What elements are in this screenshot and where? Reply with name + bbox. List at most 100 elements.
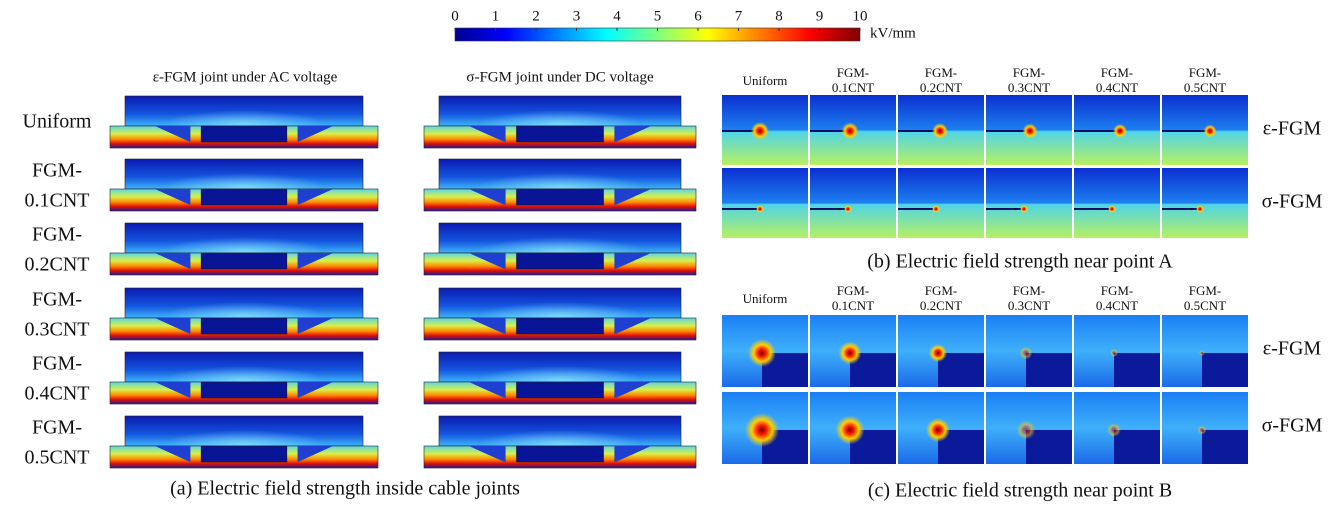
conductor — [201, 253, 287, 269]
hot-spot — [1108, 205, 1116, 213]
hot-spot — [844, 205, 852, 213]
hot-spot — [1198, 426, 1207, 435]
colorbar-tick-label: 3 — [573, 8, 581, 24]
conductor — [201, 382, 287, 398]
hot-spot — [1023, 124, 1038, 139]
column-header: FGM- — [1189, 283, 1222, 298]
column-header: 0.5CNT — [1184, 298, 1226, 313]
hot-spot — [745, 413, 779, 447]
figure: 0 1 2 3 4 5 6 7 8 9 10kV/mm ε-FGM joint under AC vo… — [0, 0, 1330, 507]
column-header: 0.2CNT — [920, 80, 962, 95]
column-header: 0.2CNT — [920, 298, 962, 313]
field-tile — [722, 168, 808, 238]
conductor — [201, 446, 287, 462]
conductor-edge — [1202, 353, 1248, 387]
conductor — [516, 126, 603, 142]
column-header: 0.3CNT — [1008, 80, 1050, 95]
colorbar-unit: kV/mm — [870, 25, 916, 41]
column-title: ε-FGM joint under AC voltage — [153, 69, 338, 85]
column-header: FGM- — [1101, 65, 1134, 80]
hot-spot — [926, 418, 950, 442]
column-header: FGM- — [925, 283, 958, 298]
hot-spot — [932, 205, 940, 213]
colorbar-tick-label: 2 — [532, 8, 540, 24]
colorbar-tick-label: 8 — [775, 8, 783, 24]
caption: (a) Electric field strength inside cable… — [170, 478, 520, 500]
row-label: σ-FGM — [1262, 415, 1323, 437]
column-header: 0.1CNT — [832, 298, 874, 313]
row-label: FGM- — [32, 160, 82, 182]
conductor-edge — [1114, 353, 1160, 387]
row-label: Uniform — [23, 111, 92, 133]
hot-spot — [929, 344, 947, 362]
column-header: FGM- — [925, 65, 958, 80]
field-tile — [810, 168, 896, 238]
row-label: 0.1CNT — [25, 190, 90, 212]
hot-spot — [1107, 423, 1121, 437]
hot-spot — [839, 342, 862, 365]
column-header: FGM- — [837, 283, 870, 298]
hot-spot — [1204, 125, 1217, 138]
column-title: σ-FGM joint under DC voltage — [466, 69, 654, 85]
row-label: 0.2CNT — [25, 254, 90, 276]
caption: (c) Electric field strength near point B — [868, 480, 1172, 502]
hot-spot — [751, 122, 769, 140]
conductor — [516, 382, 603, 398]
field-tile — [898, 168, 984, 238]
caption: (b) Electric field strength near point A — [867, 251, 1173, 273]
column-header: Uniform — [743, 291, 788, 306]
colorbar-tick-label: 5 — [654, 8, 662, 24]
row-label: σ-FGM — [1262, 191, 1323, 213]
hot-spot — [748, 339, 776, 367]
conductor — [516, 318, 603, 334]
column-header: 0.4CNT — [1096, 80, 1138, 95]
row-label: FGM- — [32, 353, 82, 375]
row-label: 0.4CNT — [25, 383, 90, 405]
column-header: FGM- — [1101, 283, 1134, 298]
row-label: ε-FGM — [1263, 118, 1322, 140]
conductor — [516, 189, 603, 205]
column-header: FGM- — [1189, 65, 1222, 80]
row-label: ε-FGM — [1263, 338, 1322, 360]
colorbar-tick-label: 6 — [694, 8, 702, 24]
hot-spot — [1196, 205, 1204, 213]
row-label: FGM- — [32, 417, 82, 439]
column-header: Uniform — [743, 73, 788, 88]
conductor — [516, 253, 603, 269]
colorbar-tick-label: 7 — [735, 8, 743, 24]
hot-spot — [842, 123, 859, 140]
row-label: 0.5CNT — [25, 447, 90, 469]
conductor-edge — [1026, 353, 1072, 387]
hot-spot — [1110, 349, 1118, 357]
row-label: FGM- — [32, 224, 82, 246]
hot-spot — [1017, 421, 1036, 440]
row-label: 0.3CNT — [25, 319, 90, 341]
column-header: FGM- — [1013, 283, 1046, 298]
column-header: 0.4CNT — [1096, 298, 1138, 313]
row-label: FGM- — [32, 289, 82, 311]
column-header: 0.5CNT — [1184, 80, 1226, 95]
hot-spot — [1020, 205, 1028, 213]
conductor — [201, 126, 287, 142]
hot-spot — [1113, 124, 1127, 138]
field-tile — [986, 168, 1072, 238]
colorbar-tick-label: 4 — [613, 8, 621, 24]
field-tile — [1162, 168, 1248, 238]
conductor — [516, 446, 603, 462]
conductor-edge — [1202, 430, 1248, 464]
colorbar-tick-label: 9 — [816, 8, 824, 24]
conductor — [201, 189, 287, 205]
column-header: FGM- — [837, 65, 870, 80]
column-header: 0.3CNT — [1008, 298, 1050, 313]
hot-spot — [932, 123, 948, 139]
colorbar-tick-label: 0 — [451, 8, 459, 24]
conductor — [201, 318, 287, 334]
hot-spot — [836, 416, 865, 445]
hot-spot — [1020, 347, 1033, 360]
colorbar-tick-label: 10 — [853, 8, 868, 24]
colorbar-tick-label: 1 — [492, 8, 500, 24]
column-header: 0.1CNT — [832, 80, 874, 95]
column-header: FGM- — [1013, 65, 1046, 80]
field-tile — [1074, 168, 1160, 238]
hot-spot — [1199, 350, 1205, 356]
